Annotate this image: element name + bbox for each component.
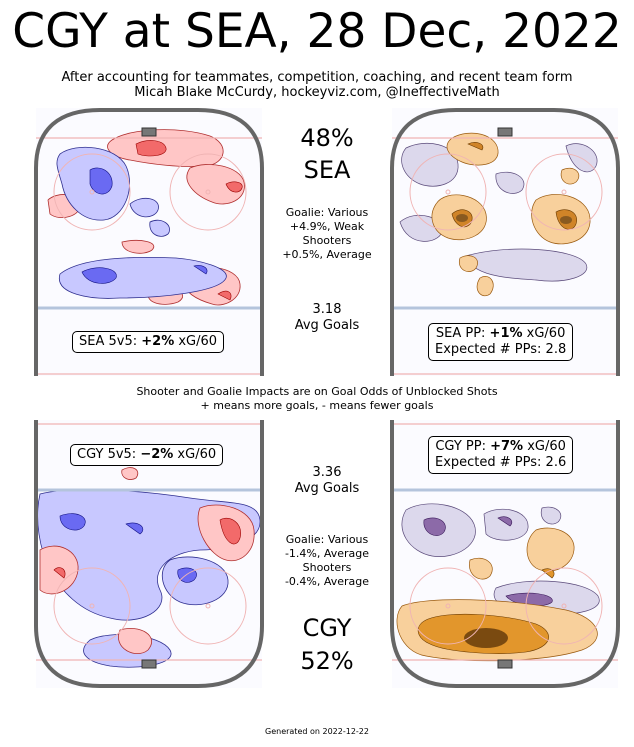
cgy-5v5-prefix: CGY 5v5: [77, 447, 141, 462]
sea-shooters-line1: Shooters [302, 234, 352, 247]
sea-5v5-prefix: SEA 5v5: [79, 334, 142, 349]
sea-avg-goals: 3.18 Avg Goals [262, 302, 392, 334]
sea-avg-goals-label: Avg Goals [294, 318, 360, 333]
subtitle: After accounting for teammates, competit… [0, 70, 634, 100]
sea-shooters-line2: +0.5%, Average [282, 248, 372, 261]
cgy-avg-goals-label: Avg Goals [294, 481, 360, 496]
cgy-shooters-line2: -0.4%, Average [284, 575, 370, 588]
cgy-goalie-line2: -1.4%, Average [284, 547, 370, 560]
sea-pp-label: SEA PP: +1% xG/60 Expected # PPs: 2.8 [428, 323, 574, 361]
cgy-avg-goals: 3.36 Avg Goals [262, 465, 392, 497]
sea-pp-heat-orange [431, 132, 591, 297]
impact-note-line1: Shooter and Goalie Impacts are on Goal O… [136, 385, 498, 398]
sea-pp-suffix: xG/60 [522, 326, 566, 341]
cgy-pp-heat-purple-core [423, 516, 553, 607]
cgy-5v5-value: −2% [140, 447, 174, 462]
cgy-5v5-label: CGY 5v5: −2% xG/60 [70, 444, 224, 466]
impact-note: Shooter and Goalie Impacts are on Goal O… [0, 385, 634, 413]
sea-goalie-shooters: Goalie: Various +4.9%, Weak Shooters +0.… [262, 206, 392, 262]
sea-5v5-heat-blue-core [81, 167, 208, 284]
page-title: CGY at SEA, 28 Dec, 2022 [12, 4, 622, 59]
cgy-team-label: CGY [302, 614, 352, 642]
sea-5v5-suffix: xG/60 [174, 334, 218, 349]
cgy-goalie-shooters: Goalie: Various -1.4%, Average Shooters … [262, 533, 392, 589]
cgy-5v5-rink [34, 420, 264, 688]
sea-pp-heat-orange-peak [456, 214, 572, 224]
cgy-5v5-suffix: xG/60 [173, 447, 217, 462]
cgy-pp-value: +7% [490, 439, 524, 454]
cgy-pp-expected: Expected # PPs: 2.6 [435, 455, 567, 470]
impact-note-line2: + means more goals, - means fewer goals [200, 399, 434, 412]
cgy-goalie-line1: Goalie: Various [285, 533, 369, 546]
cgy-win-pct: 52% [300, 647, 354, 675]
cgy-pp-label: CGY PP: +7% xG/60 Expected # PPs: 2.6 [428, 436, 574, 474]
cgy-avg-goals-value: 3.36 [312, 465, 342, 480]
cgy-pp-heat-orange-peak [464, 628, 508, 648]
sea-win-pct: 48% [300, 124, 354, 152]
sea-goalie-line1: Goalie: Various [285, 206, 369, 219]
sea-pp-expected: Expected # PPs: 2.8 [435, 342, 567, 357]
cgy-pp-prefix: CGY PP: [435, 439, 491, 454]
cgy-shooters-line1: Shooters [302, 561, 352, 574]
subtitle-line-1: After accounting for teammates, competit… [61, 70, 573, 85]
sea-avg-goals-value: 3.18 [312, 302, 342, 317]
sea-5v5-value: +2% [141, 334, 175, 349]
sea-5v5-heat-red-core [135, 140, 243, 301]
cgy-pp-suffix: xG/60 [523, 439, 566, 454]
footer-generated: Generated on 2022-12-22 [265, 727, 369, 736]
sea-pp-value: +1% [489, 326, 523, 341]
sea-5v5-label: SEA 5v5: +2% xG/60 [72, 331, 225, 353]
subtitle-line-2: Micah Blake McCurdy, hockeyviz.com, @Ine… [134, 85, 500, 100]
cgy-5v5-heat-red-core [53, 518, 241, 579]
sea-team-label: SEA [303, 156, 351, 184]
sea-goalie-line2: +4.9%, Weak [289, 220, 365, 233]
sea-pp-prefix: SEA PP: [435, 326, 490, 341]
